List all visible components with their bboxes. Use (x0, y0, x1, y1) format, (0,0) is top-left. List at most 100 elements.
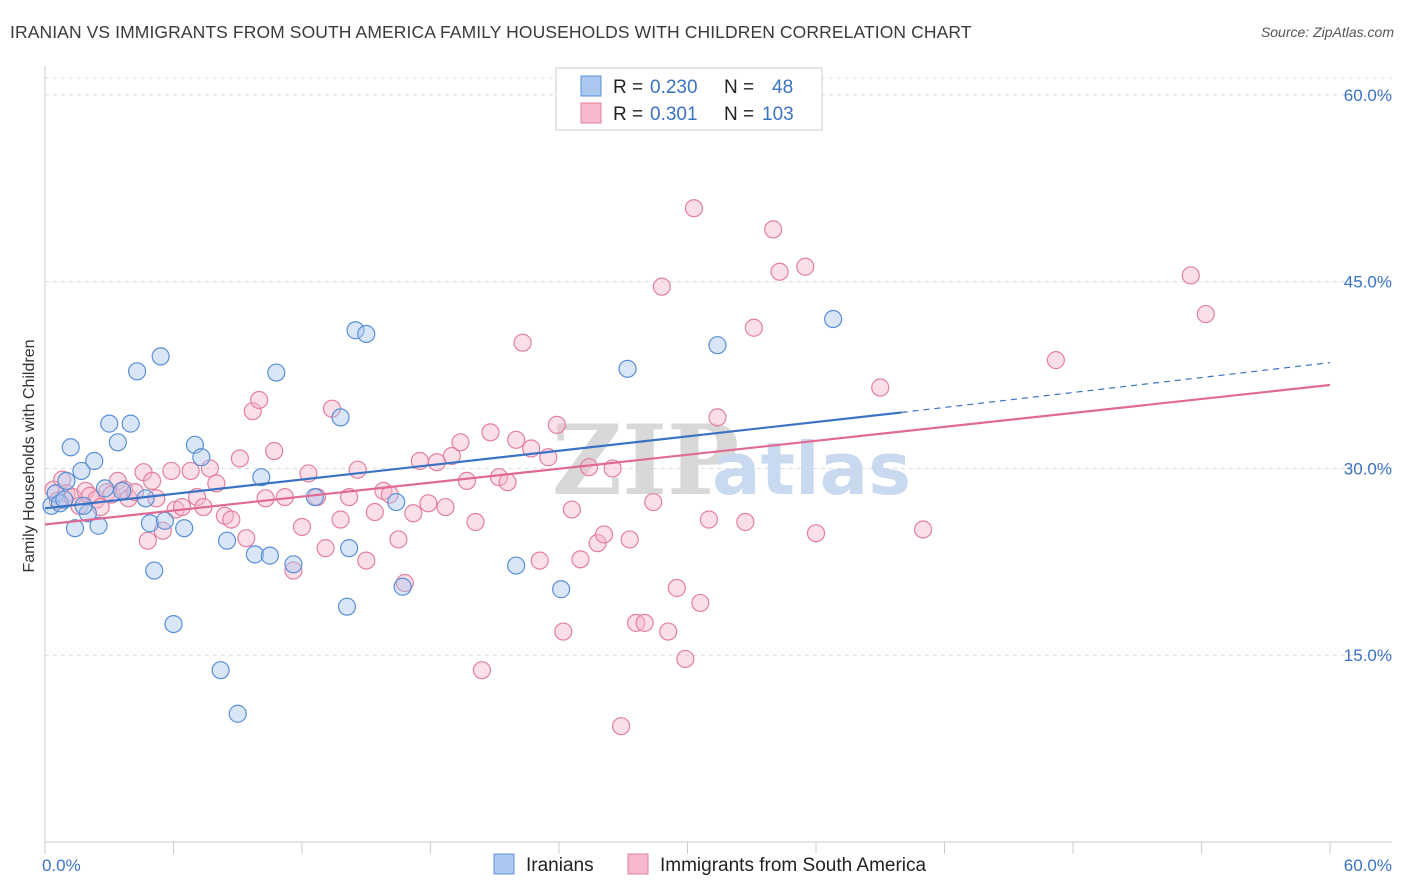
immigrants-point-71 (554, 622, 573, 641)
iranians-point-26 (211, 661, 230, 680)
immigrants-point-68 (530, 551, 549, 570)
iranians-point-13 (108, 433, 127, 452)
immigrants-point-102 (142, 471, 162, 491)
iranians-point-46 (824, 309, 843, 329)
legend-r-value-1: 0.230 (650, 77, 698, 98)
axes: 15.0% 30.0% 45.0% 60.0% 0.0% 60.0% (42, 66, 1392, 875)
immigrants-point-82 (644, 492, 663, 512)
immigrants-point-73 (571, 550, 590, 569)
immigrants-point-23 (181, 461, 200, 481)
immigrants-point-52 (404, 504, 423, 523)
series-immigrants-south-america (44, 199, 1215, 736)
iranians-point-29 (245, 545, 264, 564)
iranians-point-34 (305, 487, 324, 507)
immigrants-point-97 (871, 378, 890, 397)
iranians-point-40 (387, 492, 406, 512)
y-tick-label-2: 45.0% (1344, 273, 1392, 292)
legend-r-label-2: R = (613, 104, 643, 125)
y-axis-label: Family Households with Children (21, 340, 38, 573)
immigrants-point-101 (1196, 304, 1215, 324)
immigrants-point-64 (498, 473, 517, 492)
immigrants-point-33 (250, 390, 269, 410)
immigrants-point-47 (365, 502, 384, 522)
immigrants-point-84 (659, 622, 678, 641)
immigrants-point-62 (481, 423, 500, 442)
iranians-point-23 (175, 519, 194, 538)
iranians-point-33 (284, 555, 303, 574)
watermark-atlas: atlas (712, 427, 911, 511)
legend-r-value-2: 0.301 (650, 104, 698, 125)
immigrants-point-65 (507, 430, 526, 449)
iranians-point-36 (337, 597, 357, 616)
legend-n-value-1: 48 (772, 77, 793, 98)
iranians-point-31 (260, 546, 279, 565)
immigrants-point-95 (796, 257, 815, 276)
legend-swatch-immigrants (580, 102, 602, 124)
iranians-point-44 (618, 359, 637, 378)
immigrants-point-15 (125, 483, 145, 502)
iranians-point-38 (346, 321, 365, 340)
legend-n-value-2: 103 (762, 104, 794, 125)
immigrants-point-56 (436, 497, 455, 517)
trend-line-iranians (44, 411, 902, 510)
legend-n-label-1: N = (724, 77, 754, 98)
iranians-point-27 (217, 531, 237, 550)
immigrants-point-60 (466, 512, 485, 532)
immigrants-point-38 (292, 517, 312, 537)
y-tick-label-0: 15.0% (1344, 646, 1392, 665)
gridlines (45, 77, 1392, 656)
immigrants-point-70 (547, 415, 566, 434)
iranians-point-45 (708, 336, 727, 355)
iranians-point-4 (57, 471, 76, 491)
immigrants-point-76 (594, 525, 614, 544)
iranians-point-43 (552, 580, 571, 599)
iranians-point-22 (164, 614, 183, 634)
iranians-point-3 (55, 490, 74, 509)
immigrants-point-98 (913, 520, 933, 539)
immigrants-point-89 (699, 510, 719, 529)
immigrants-point-72 (562, 500, 581, 519)
immigrants-point-30 (230, 449, 249, 468)
immigrants-point-79 (620, 530, 639, 549)
series-legend: Iranians Immigrants from South America (493, 853, 927, 876)
immigrants-point-31 (237, 529, 256, 548)
immigrants-point-22 (172, 497, 192, 517)
immigrants-point-99 (1046, 351, 1065, 370)
chart-title: IRANIAN VS IMMIGRANTS FROM SOUTH AMERICA… (10, 22, 972, 42)
bottom-legend-label-immigrants: Immigrants from South America (660, 855, 927, 876)
immigrants-point-54 (419, 494, 438, 513)
x-tick-label-1: 60.0% (1344, 856, 1392, 875)
immigrants-point-92 (744, 318, 763, 337)
iranians-point-47 (74, 496, 93, 515)
immigrants-point-45 (348, 460, 367, 479)
immigrants-point-66 (513, 333, 532, 352)
iranians-point-18 (140, 514, 160, 533)
bottom-legend-label-iranians: Iranians (526, 855, 594, 876)
immigrants-point-88 (691, 593, 710, 613)
iranians-point-39 (357, 324, 376, 344)
immigrants-point-18 (147, 489, 166, 508)
immigrants-point-74 (579, 458, 599, 477)
bottom-legend-swatch-immigrants (627, 853, 649, 875)
immigrants-point-96 (806, 524, 826, 543)
iranians-point-37 (340, 539, 359, 558)
immigrants-point-58 (451, 433, 470, 452)
series-iranians (42, 309, 843, 723)
immigrants-point-50 (389, 530, 408, 549)
bottom-legend-swatch-iranians (493, 853, 515, 875)
iranians-point-41 (393, 577, 412, 596)
source-credit: Source: ZipAtlas.com (1260, 24, 1394, 40)
immigrants-point-61 (472, 661, 491, 680)
trend-lines (44, 362, 1331, 526)
x-tick-label-0: 0.0% (42, 856, 81, 875)
legend-swatch-iranians (580, 75, 602, 97)
iranians-point-21 (155, 511, 175, 530)
iranians-point-32 (267, 363, 286, 382)
stats-legend: R = 0.230 N = 48 R = 0.301 N = 103 (555, 67, 823, 131)
immigrants-point-78 (612, 717, 631, 736)
iranians-point-5 (61, 438, 80, 457)
immigrants-point-81 (635, 613, 654, 632)
iranians-point-35 (331, 408, 350, 427)
immigrants-point-86 (676, 649, 695, 669)
